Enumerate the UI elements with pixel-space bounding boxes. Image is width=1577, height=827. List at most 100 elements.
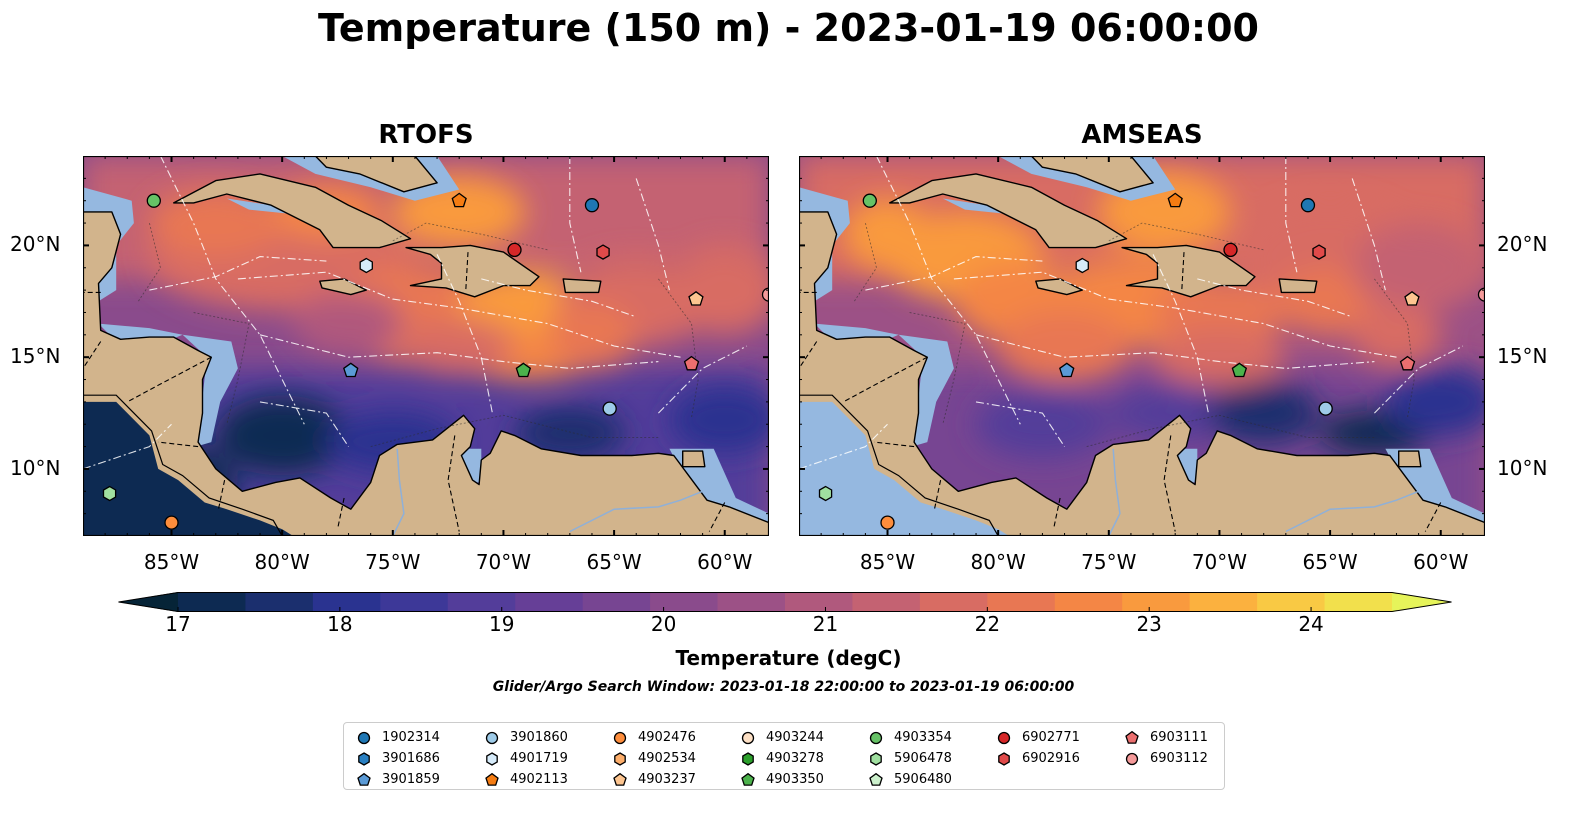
- legend-column: 1902314 3901686 3901859: [356, 727, 440, 790]
- circle-marker-icon: [485, 731, 499, 744]
- legend-item-4902534: 4902534: [612, 748, 696, 769]
- land-cuba: [888, 173, 1128, 249]
- lon-tick-label: 65°W: [586, 550, 642, 574]
- legend-item-1902314: 1902314: [356, 727, 440, 748]
- land-puertorico: [562, 278, 602, 294]
- legend-marker-icon: [613, 772, 627, 786]
- colorbar-swatch: [245, 592, 314, 612]
- lat-tick-label: 15°N: [10, 344, 61, 369]
- temperature-anomaly: [1153, 328, 1286, 387]
- legend-label: 3901860: [510, 730, 568, 745]
- legend-item-4903350: 4903350: [740, 769, 824, 790]
- float-6902916-marker: [1312, 244, 1326, 260]
- float-4903237-marker: [1404, 290, 1420, 306]
- lon-tick-label: 70°W: [475, 550, 532, 574]
- legend-item-4903244: 4903244: [740, 727, 824, 748]
- float-1902314-marker: [1300, 198, 1316, 213]
- legend-marker-icon: [869, 772, 883, 786]
- eez-boundary: [658, 345, 748, 414]
- legend-column: 4903244 4903278 4903350: [740, 727, 824, 790]
- shelf-nicaragua: [898, 334, 954, 447]
- temperature-anomaly: [514, 406, 626, 460]
- float-5906478-marker: [818, 485, 833, 502]
- circle-marker-icon: [1125, 752, 1139, 765]
- legend-marker-icon: [997, 731, 1011, 744]
- country-border: [933, 479, 942, 512]
- hexagon-marker-icon: [358, 751, 370, 766]
- legend-item-3901686: 3901686: [356, 748, 440, 769]
- temperature-anomaly: [1352, 303, 1441, 367]
- colorbar-extend-high: [1392, 592, 1452, 612]
- circle-marker-icon: [613, 731, 627, 744]
- depth-contour: [370, 414, 659, 448]
- shelf-cuba_s: [942, 198, 1032, 226]
- float-6902771-marker: [1223, 242, 1238, 258]
- country-border: [1181, 252, 1185, 291]
- colorbar-swatch: [447, 592, 516, 612]
- legend-item-3901860: 3901860: [484, 727, 568, 748]
- country-border: [1424, 502, 1442, 532]
- search-window-note: Glider/Argo Search Window: 2023-01-18 22…: [492, 679, 1075, 695]
- map-frame: [799, 156, 1485, 536]
- hexagon-marker-icon: [870, 751, 882, 766]
- panel-title-rtofs: RTOFS: [378, 120, 474, 150]
- eez-boundary: [259, 334, 659, 369]
- eez-boundary: [975, 334, 1375, 369]
- amseas-map[interactable]: [799, 156, 1485, 536]
- legend-item-4902476: 4902476: [612, 727, 696, 748]
- circle-marker-icon: [357, 731, 371, 744]
- float-3901859-marker: [1059, 362, 1075, 378]
- colorbar-swatch: [1122, 592, 1191, 612]
- float-4902113-marker: [451, 192, 467, 208]
- depth-contour: [193, 312, 250, 425]
- legend-item-5906480: 5906480: [868, 769, 952, 790]
- country-border: [1052, 497, 1061, 530]
- legend-marker-icon: [998, 751, 1010, 766]
- eez-boundary: [1152, 254, 1209, 414]
- land-cuba: [172, 173, 412, 249]
- float-3901860-marker: [1318, 401, 1333, 416]
- country-border: [843, 356, 928, 403]
- rtofs-map[interactable]: [83, 156, 769, 536]
- legend-label: 4903350: [766, 772, 824, 787]
- eez-boundary: [1351, 178, 1386, 291]
- eez-boundary: [635, 178, 670, 291]
- lon-tick-label: 75°W: [365, 550, 421, 574]
- eez-boundary: [1197, 278, 1353, 318]
- colorbar-swatch: [1189, 592, 1258, 612]
- country-border: [874, 441, 915, 448]
- land-puertorico: [1278, 278, 1318, 294]
- colorbar-tick-label: 18: [327, 612, 353, 636]
- float-3901859-marker: [343, 362, 359, 378]
- legend-item-6902771: 6902771: [996, 727, 1080, 748]
- magdalena-river: [392, 448, 405, 536]
- colorbar-title: Temperature (degC): [675, 646, 902, 670]
- float-legend: 1902314 3901686 3901859 3901860 4901719 49021…: [343, 722, 1225, 790]
- float-4902113-marker: [1167, 192, 1183, 208]
- legend-marker-icon: [869, 731, 883, 744]
- pentagon-marker-icon: [1125, 730, 1139, 744]
- float-6903112-marker: [1477, 287, 1485, 302]
- lon-tick-label: 85°W: [859, 550, 916, 574]
- lat-tick-label: 20°N: [1497, 232, 1548, 257]
- colorbar-extend-low: [118, 592, 178, 612]
- legend-label: 4903244: [766, 730, 824, 745]
- land-trinidad: [682, 450, 706, 468]
- lat-tick-label: 10°N: [1497, 455, 1548, 480]
- float-4901719-marker: [1075, 257, 1089, 274]
- legend-marker-icon: [485, 772, 499, 786]
- lon-tick-label: 75°W: [1081, 550, 1137, 574]
- temperature-anomaly: [998, 310, 1131, 382]
- map-frame: [83, 156, 769, 536]
- eez-boundary: [865, 256, 1043, 291]
- float-4903354-marker: [862, 193, 877, 208]
- legend-item-4902113: 4902113: [484, 769, 568, 790]
- legend-item-4901719: 4901719: [484, 748, 568, 769]
- temperature-anomaly: [1208, 381, 1320, 445]
- temperature-anomaly: [1385, 368, 1485, 436]
- colorbar-swatch: [380, 592, 449, 612]
- temperature-anomaly: [1352, 223, 1485, 313]
- pentagon-marker-icon: [357, 772, 371, 786]
- shelf-cuba_s: [226, 198, 316, 226]
- legend-item-6902916: 6902916: [996, 748, 1080, 769]
